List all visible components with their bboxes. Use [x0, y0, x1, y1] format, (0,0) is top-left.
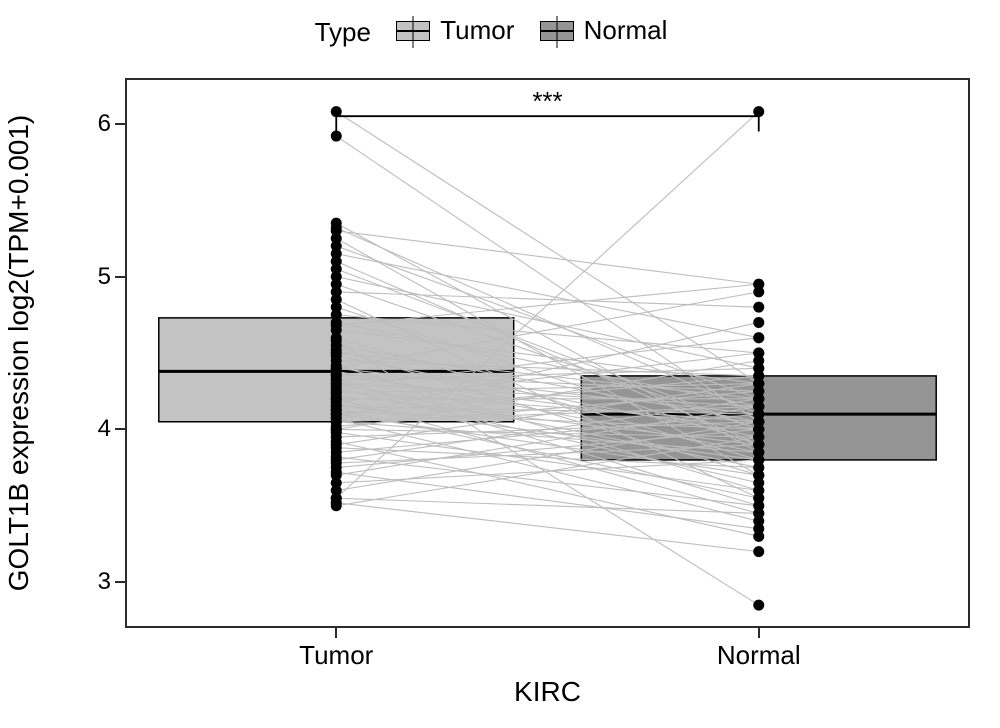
normal-point: [753, 393, 764, 404]
y-tick-mark: [115, 123, 125, 125]
y-tick-mark: [115, 581, 125, 583]
tumor-point: [331, 218, 342, 229]
normal-point: [753, 493, 764, 504]
y-tick-label: 5: [98, 263, 111, 291]
x-tick-mark: [335, 628, 337, 638]
tumor-point: [331, 335, 342, 346]
normal-point: [753, 470, 764, 481]
x-tick-label: Tumor: [299, 640, 373, 671]
normal-point: [753, 416, 764, 427]
tumor-point: [331, 309, 342, 320]
tumor-point: [331, 294, 342, 305]
pair-line: [336, 503, 759, 552]
y-tick-label: 6: [98, 110, 111, 138]
x-tick-label: Normal: [717, 640, 801, 671]
normal-point: [753, 279, 764, 290]
x-tick-mark: [758, 628, 760, 638]
normal-point: [753, 317, 764, 328]
normal-point: [753, 508, 764, 519]
normal-point: [753, 378, 764, 389]
normal-point: [753, 363, 764, 374]
normal-point: [753, 348, 764, 359]
y-tick-label: 3: [98, 568, 111, 596]
significance-bracket: [336, 116, 759, 131]
normal-point: [753, 523, 764, 534]
y-tick-mark: [115, 276, 125, 278]
y-axis-label: GOLT1B expression log2(TPM+0.001): [3, 115, 35, 591]
plot-svg: ***: [0, 0, 1000, 728]
normal-point: [753, 447, 764, 458]
tumor-point: [331, 320, 342, 331]
tumor-point: [331, 131, 342, 142]
normal-point: [753, 332, 764, 343]
significance-label: ***: [532, 86, 562, 116]
y-tick-label: 4: [98, 415, 111, 443]
normal-point: [753, 302, 764, 313]
normal-point: [753, 546, 764, 557]
chart-root: Type Tumor Normal *** GOLT1B expression …: [0, 0, 1000, 728]
x-axis-label: KIRC: [514, 676, 581, 708]
tumor-point: [331, 493, 342, 504]
normal-point: [753, 600, 764, 611]
y-tick-mark: [115, 428, 125, 430]
